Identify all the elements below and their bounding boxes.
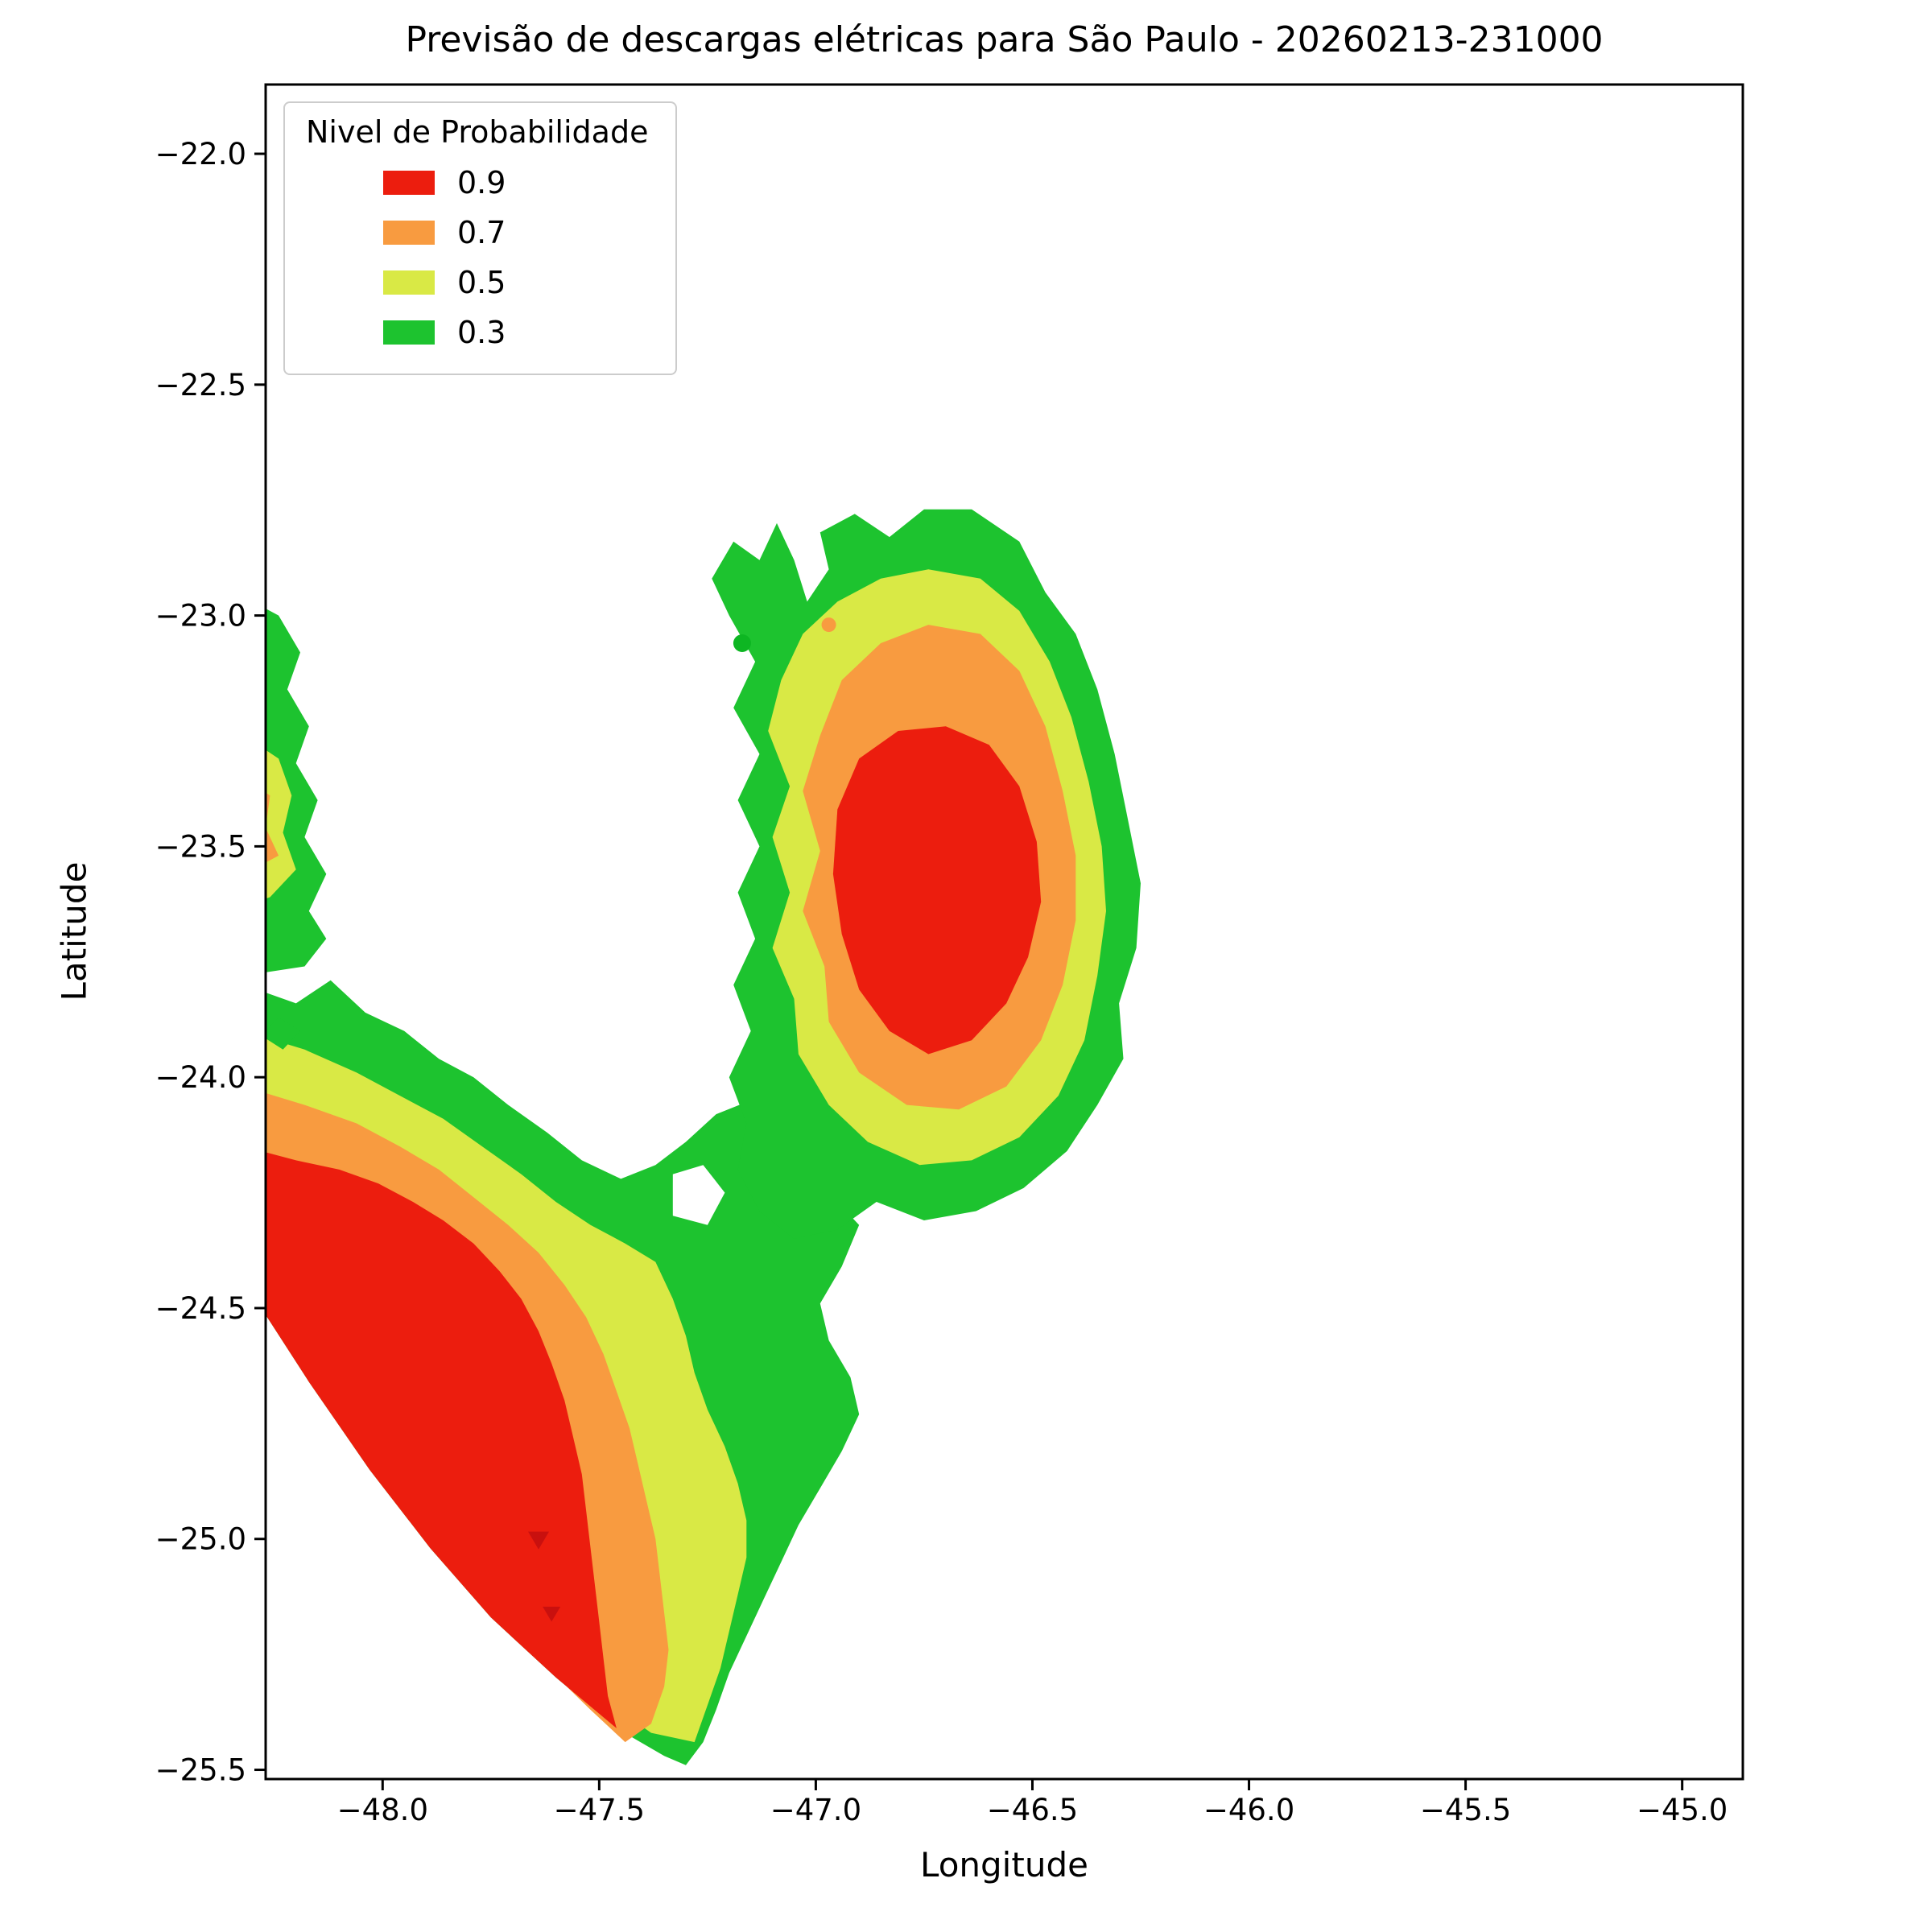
contour-regions — [266, 509, 1141, 1765]
legend-swatch-0.3 — [383, 320, 435, 345]
x-tick-label: −45.0 — [1637, 1793, 1728, 1827]
region-south-blob-p09 — [266, 1152, 617, 1728]
y-tick-label: −22.0 — [155, 137, 246, 171]
legend-item: 0.9 — [306, 158, 648, 208]
legend-title: Nivel de Probabilidade — [306, 114, 649, 150]
region-north-blob-p09 — [832, 726, 1042, 1055]
marker-red-speck-2 — [543, 1606, 561, 1622]
legend-swatch-0.9 — [383, 171, 435, 195]
marker-green-spot — [733, 634, 751, 653]
x-tick-label: −46.0 — [1203, 1793, 1294, 1827]
y-tick-label: −23.0 — [155, 599, 246, 634]
legend-items: 0.9 0.7 0.5 0.3 — [306, 158, 648, 357]
y-tick-label: −25.0 — [155, 1522, 246, 1557]
y-tick-label: −23.5 — [155, 829, 246, 864]
marker-orange-spot — [821, 617, 836, 633]
x-tick-label: −45.5 — [1420, 1793, 1511, 1827]
legend-item-label: 0.9 — [457, 165, 506, 200]
legend-item-label: 0.5 — [457, 265, 506, 300]
y-tick-label: −22.5 — [155, 368, 246, 402]
legend-item: 0.7 — [306, 208, 648, 258]
legend: Nivel de Probabilidade 0.9 0.7 0.5 0.3 — [283, 101, 678, 375]
axes-border — [264, 83, 1744, 1781]
y-tick-label: −25.5 — [155, 1752, 246, 1787]
legend-item: 0.5 — [306, 258, 648, 308]
x-tick-label: −47.0 — [770, 1793, 861, 1827]
region-west-sliver-p07 — [266, 792, 279, 863]
y-axis-label: Latitude — [54, 861, 94, 1001]
region-west-sliver-p05 — [266, 749, 296, 899]
region-bridge-hole — [672, 1165, 725, 1225]
y-tick-label: −24.5 — [155, 1291, 246, 1326]
y-tick-label: −24.0 — [155, 1060, 246, 1095]
x-axis-label: Longitude — [920, 1845, 1088, 1885]
legend-swatch-0.7 — [383, 221, 435, 245]
x-tick-label: −47.5 — [554, 1793, 645, 1827]
marker-red-speck-1 — [528, 1531, 550, 1550]
legend-swatch-0.5 — [383, 270, 435, 295]
x-tick-label: −48.0 — [337, 1793, 428, 1827]
legend-item: 0.3 — [306, 308, 648, 357]
chart-title: Previsão de descargas elétricas para São… — [405, 19, 1604, 60]
x-axis-ticks: −48.0 −47.5 −47.0 −46.5 −46.0 −45.5 −45.0 — [337, 1779, 1728, 1827]
legend-item-label: 0.3 — [457, 315, 506, 350]
y-axis-ticks: −22.0 −22.5 −23.0 −23.5 −24.0 −24.5 −25.0 −25.5 — [155, 137, 266, 1787]
x-tick-label: −46.5 — [987, 1793, 1078, 1827]
region-west-small-patch-p03 — [266, 1017, 300, 1050]
legend-item-label: 0.7 — [457, 215, 506, 250]
